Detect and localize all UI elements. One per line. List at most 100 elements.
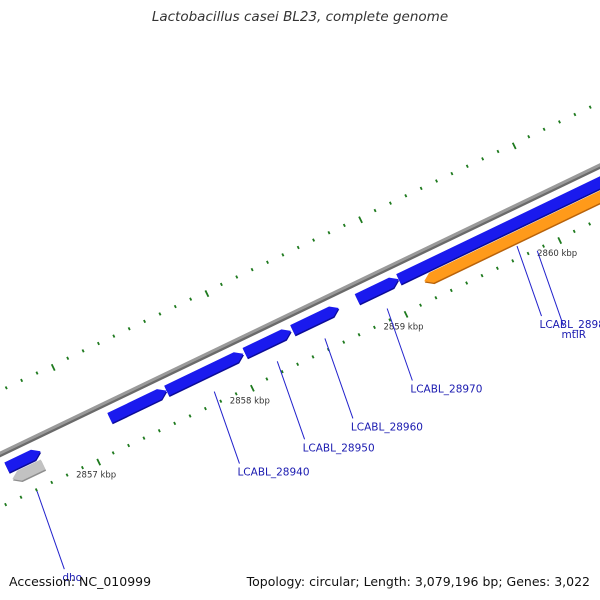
tick-mark bbox=[511, 259, 515, 263]
gene-feature[interactable] bbox=[107, 389, 168, 425]
tick-mark bbox=[234, 392, 238, 396]
gene-lcabl_28980[interactable] bbox=[396, 173, 600, 286]
tick-label: 2858 kbp bbox=[230, 396, 270, 406]
gene-label[interactable]: dho bbox=[62, 572, 82, 584]
tick-mark bbox=[127, 326, 131, 331]
tick-mark bbox=[312, 238, 316, 242]
gene-label[interactable]: LCABL_28940 bbox=[237, 467, 309, 479]
label-leader bbox=[386, 308, 413, 381]
tick-mark bbox=[250, 267, 254, 272]
tick-mark bbox=[449, 288, 453, 293]
tick-mark bbox=[112, 334, 116, 338]
tick-mark bbox=[434, 296, 438, 300]
gene-lcabl_28950[interactable] bbox=[242, 329, 292, 360]
tick-mark bbox=[143, 319, 147, 324]
tick-mark bbox=[419, 303, 423, 307]
tick-mark bbox=[495, 266, 499, 271]
tick-mark bbox=[50, 363, 56, 371]
tick-mark bbox=[34, 488, 38, 492]
tick-mark bbox=[97, 341, 100, 346]
tick-mark bbox=[511, 142, 517, 150]
tick-mark bbox=[419, 186, 423, 191]
tick-mark bbox=[403, 310, 409, 318]
gene-label[interactable]: LCABL_28970 bbox=[410, 383, 482, 395]
tick-mark bbox=[496, 149, 500, 154]
gene-label[interactable]: LCABL_28980 bbox=[540, 319, 600, 331]
tick-mark bbox=[219, 282, 223, 287]
tick-mark bbox=[480, 273, 484, 278]
tick-mark bbox=[388, 318, 392, 322]
tick-mark bbox=[158, 312, 162, 316]
gene-mtlr[interactable] bbox=[424, 177, 600, 285]
map-title: Lactobacillus casei BL23, complete genom… bbox=[151, 9, 449, 25]
tick-mark bbox=[65, 473, 69, 477]
genome-summary-text: Topology: circular; Length: 3,079,196 bp… bbox=[246, 574, 590, 589]
tick-mark bbox=[204, 290, 210, 298]
label-leader bbox=[536, 250, 564, 326]
tick-mark bbox=[296, 245, 300, 250]
tick-mark bbox=[526, 251, 530, 256]
accession-text: Accession: NC_010999 bbox=[9, 574, 152, 589]
gene-track bbox=[4, 173, 600, 483]
tick-mark bbox=[250, 384, 255, 392]
tick-mark bbox=[281, 253, 285, 257]
tick-mark bbox=[173, 304, 177, 309]
gene-dho[interactable] bbox=[12, 459, 47, 483]
tick-label: 2857 kbp bbox=[76, 470, 116, 480]
tick-mark bbox=[481, 157, 485, 161]
tick-mark bbox=[4, 386, 8, 390]
tick-mark bbox=[342, 223, 346, 228]
label-leader bbox=[324, 338, 354, 419]
tick-mark bbox=[465, 164, 469, 168]
tick-mark bbox=[4, 502, 8, 507]
tick-mark bbox=[265, 377, 269, 381]
backbone-shadow bbox=[0, 164, 600, 458]
tick-mark bbox=[81, 349, 85, 353]
tick-mark bbox=[542, 127, 546, 132]
tick-mark bbox=[296, 362, 300, 367]
tick-mark bbox=[588, 105, 592, 109]
tick-mark bbox=[266, 260, 269, 264]
gene-label[interactable]: LCABL_28950 bbox=[303, 442, 375, 454]
tick-mark bbox=[188, 414, 192, 418]
gene-lcabl_28940[interactable] bbox=[164, 352, 245, 397]
gene-lcabl_28960[interactable] bbox=[290, 306, 340, 337]
tick-mark bbox=[189, 297, 193, 301]
tick-mark bbox=[557, 236, 563, 245]
tick-mark bbox=[96, 458, 102, 466]
tick-mark bbox=[327, 230, 331, 235]
tick-mark bbox=[203, 406, 207, 411]
tick-mark bbox=[450, 171, 454, 176]
outer-tick-track bbox=[4, 105, 592, 390]
tick-mark bbox=[219, 399, 223, 403]
tick-mark bbox=[435, 179, 439, 183]
tick-mark bbox=[465, 281, 469, 285]
tick-mark bbox=[235, 275, 239, 279]
tick-label: 2860 kbp bbox=[537, 249, 577, 259]
tick-mark bbox=[558, 120, 561, 124]
tick-mark bbox=[20, 378, 24, 383]
gene-label[interactable]: mtlR bbox=[561, 329, 586, 341]
label-leader bbox=[276, 361, 306, 440]
tick-mark bbox=[342, 340, 346, 344]
gene-feature[interactable] bbox=[4, 449, 42, 474]
tick-mark bbox=[280, 369, 284, 374]
tick-mark bbox=[357, 332, 361, 337]
gene-label[interactable]: LCABL_28960 bbox=[351, 421, 423, 433]
gene-lcabl_28970[interactable] bbox=[354, 277, 400, 306]
tick-mark bbox=[542, 244, 545, 248]
gene-labels: dho LCABL_28940 LCABL_28950 LCABL_28960 LCAB… bbox=[36, 245, 600, 584]
tick-mark bbox=[388, 201, 392, 205]
tick-mark bbox=[527, 134, 531, 139]
tick-mark bbox=[157, 429, 161, 433]
tick-mark bbox=[573, 112, 577, 117]
tick-mark bbox=[127, 443, 131, 448]
tick-mark bbox=[50, 480, 54, 485]
tick-mark bbox=[372, 325, 376, 330]
tick-mark bbox=[404, 194, 408, 198]
tick-mark bbox=[373, 208, 377, 213]
genome-backbone bbox=[0, 163, 600, 455]
tick-mark bbox=[358, 216, 363, 224]
